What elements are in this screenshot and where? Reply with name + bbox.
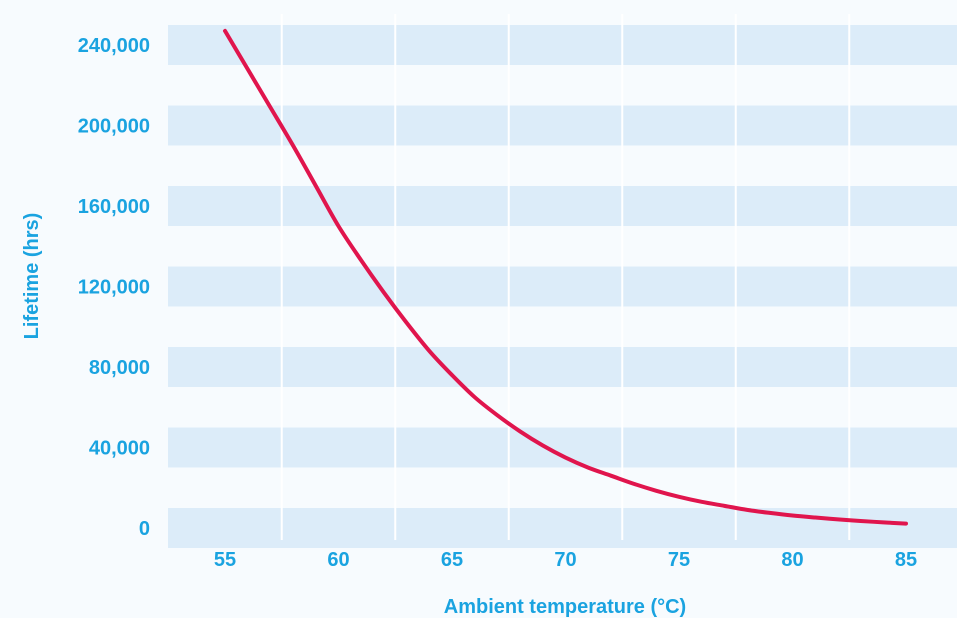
y-tick-label: 160,000	[78, 196, 150, 218]
y-axis-ticks: 0 40,000 80,000 120,000 160,000 200,000 240,00…	[78, 35, 150, 540]
grid-band	[168, 25, 957, 65]
grid-band	[168, 266, 957, 307]
grid-bands	[168, 25, 957, 548]
x-axis-label: Ambient temperature (°C)	[444, 596, 686, 618]
y-tick-label: 80,000	[89, 357, 150, 379]
x-tick-label: 60	[327, 549, 349, 571]
grid-band	[168, 347, 957, 387]
x-tick-label: 65	[441, 549, 463, 571]
x-axis-ticks: 55 60 65 70 75 80 85	[214, 549, 917, 571]
grid-band	[168, 186, 957, 226]
y-axis-label: Lifetime (hrs)	[21, 213, 43, 340]
x-tick-label: 75	[668, 549, 690, 571]
y-tick-label: 0	[139, 518, 150, 540]
x-tick-label: 70	[554, 549, 576, 571]
x-tick-label: 85	[895, 549, 917, 571]
grid-band	[168, 427, 957, 468]
grid-vertical-lines	[280, 14, 851, 540]
grid-band	[168, 105, 957, 146]
grid-band	[168, 508, 957, 548]
y-tick-label: 120,000	[78, 277, 150, 299]
y-tick-label: 200,000	[78, 116, 150, 138]
lifetime-series-line	[223, 28, 908, 526]
series-layer	[223, 28, 908, 526]
y-tick-label: 240,000	[78, 35, 150, 57]
x-tick-label: 80	[781, 549, 803, 571]
x-tick-label: 55	[214, 549, 236, 571]
y-tick-label: 40,000	[89, 438, 150, 460]
